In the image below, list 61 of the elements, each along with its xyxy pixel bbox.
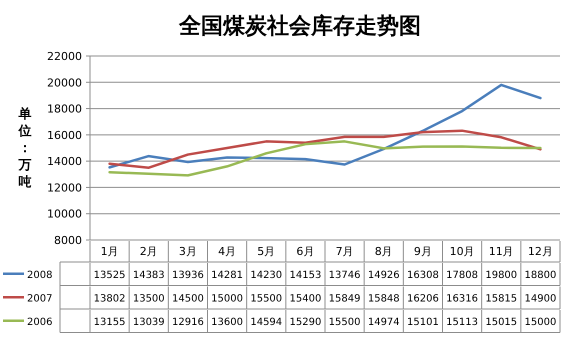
data-label: 14153 <box>290 270 322 281</box>
data-label: 19800 <box>485 270 518 281</box>
data-label: 17808 <box>446 270 478 281</box>
x-tick-label: 5月 <box>257 245 276 258</box>
x-tick-label: 4月 <box>218 245 236 258</box>
data-label: 15101 <box>407 316 439 328</box>
data-label: 13155 <box>94 316 126 328</box>
data-label: 15500 <box>250 293 282 304</box>
data-label: 13746 <box>328 270 360 281</box>
data-label: 15815 <box>485 293 518 304</box>
x-tick-label: 11月 <box>488 245 514 258</box>
y-tick-label: 14000 <box>47 155 82 168</box>
chart-title: 全国煤炭社会库存走势图 <box>178 13 421 39</box>
data-label: 18800 <box>524 270 556 281</box>
x-tick-label: 3月 <box>178 245 197 258</box>
x-tick-label: 12月 <box>528 245 553 258</box>
data-label: 16308 <box>407 270 439 281</box>
legend-label: 2007 <box>27 293 52 304</box>
data-label: 13525 <box>94 270 126 281</box>
y-tick-label: 8000 <box>54 234 82 247</box>
y-tick-label: 20000 <box>47 76 82 90</box>
x-tick-label: 1月 <box>100 245 119 258</box>
y-tick-label: 22000 <box>47 50 82 63</box>
legend-label: 2006 <box>27 316 52 328</box>
y-tick-label: 12000 <box>47 181 82 194</box>
data-label: 15000 <box>524 316 556 328</box>
data-label: 16206 <box>407 293 439 304</box>
x-tick-label: 6月 <box>296 245 314 258</box>
x-tick-label: 2月 <box>140 245 158 258</box>
data-label: 14281 <box>211 270 243 281</box>
data-label: 15000 <box>211 293 243 304</box>
data-label: 15113 <box>446 316 478 328</box>
data-label: 15848 <box>368 293 400 304</box>
x-tick-label: 10月 <box>450 245 475 258</box>
x-tick-label: 7月 <box>336 245 354 258</box>
data-label: 13936 <box>172 270 204 281</box>
data-label: 14383 <box>132 270 165 281</box>
data-label: 14926 <box>368 270 400 281</box>
ylabel: 单位：万吨 <box>18 107 32 190</box>
data-label: 15290 <box>290 316 322 328</box>
data-label: 14974 <box>368 316 400 328</box>
legend-label: 2008 <box>27 270 52 281</box>
data-label: 13600 <box>211 316 243 328</box>
data-label: 16316 <box>446 293 478 304</box>
data-label: 12916 <box>172 316 204 328</box>
data-label: 13802 <box>94 293 126 304</box>
data-label: 14230 <box>250 270 282 281</box>
data-label: 13039 <box>132 316 165 328</box>
x-tick-label: 8月 <box>374 245 393 258</box>
data-label: 15849 <box>328 293 360 304</box>
data-label: 14594 <box>250 316 282 328</box>
y-tick-label: 16000 <box>47 128 82 142</box>
data-label: 14500 <box>172 293 204 304</box>
data-label: 15500 <box>328 316 360 328</box>
data-label: 14900 <box>524 293 556 304</box>
data-label: 15015 <box>485 316 518 328</box>
data-label: 13500 <box>132 293 165 304</box>
y-tick-label: 10000 <box>47 208 82 221</box>
x-tick-label: 9月 <box>414 245 432 258</box>
data-label: 15400 <box>290 293 322 304</box>
y-tick-label: 18000 <box>47 102 82 116</box>
